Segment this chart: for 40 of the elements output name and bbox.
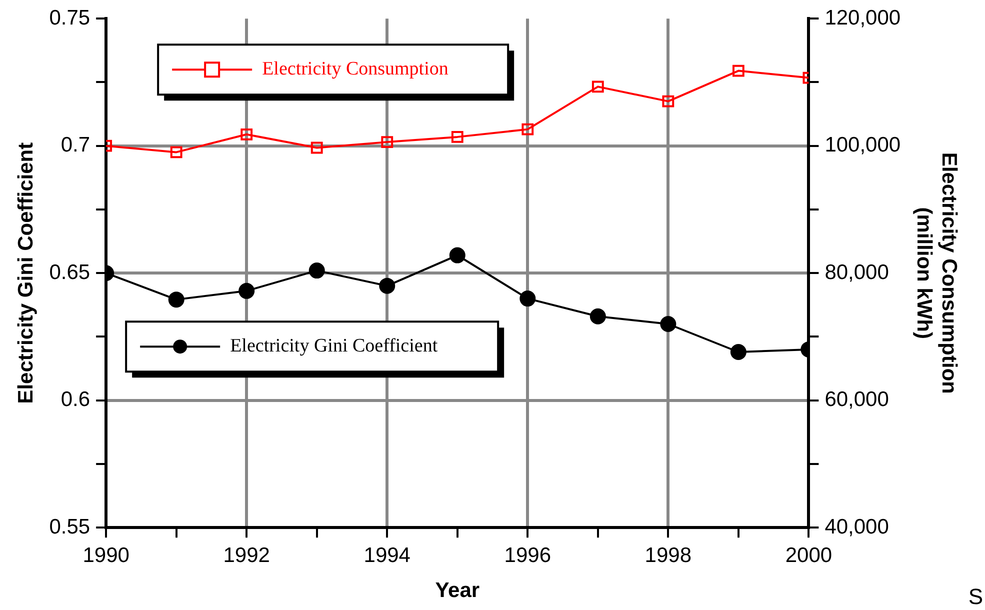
y-tick-label: 0.6	[60, 388, 90, 412]
point	[449, 247, 466, 264]
y2-axis-title: Electricity Consumption (million kWh)	[912, 152, 961, 394]
x-tick-label: 1990	[82, 544, 130, 567]
x-axis-title: Year	[435, 579, 480, 602]
point	[451, 130, 464, 143]
point	[308, 262, 325, 279]
y2-tick-label: 100,000	[824, 134, 901, 157]
point	[379, 278, 396, 294]
y-tick-label: 0.65	[49, 260, 90, 284]
point	[310, 142, 323, 154]
legend-label: Electricity Gini Coefficient	[230, 336, 438, 357]
point	[381, 136, 394, 148]
point	[590, 308, 606, 324]
point	[168, 292, 184, 308]
point	[170, 146, 182, 158]
x-tick-label: 1994	[364, 544, 411, 567]
y2-tick-label: 120,000	[824, 6, 901, 30]
x-tick-label: 1992	[223, 544, 270, 567]
x-tick-label: 1998	[644, 544, 692, 567]
text: S	[968, 584, 983, 610]
y-axis-title: Electricity Gini Coefficient	[14, 142, 38, 404]
y-tick-label: 0.55	[49, 515, 90, 538]
y-tick-label: 0.7	[60, 134, 90, 157]
point	[520, 290, 536, 307]
x-tick-label: 2000	[785, 544, 832, 567]
legend-label: Electricity Consumption	[262, 58, 449, 80]
x-tick-label: 1996	[504, 544, 551, 567]
y2-tick-label: 40,000	[824, 515, 889, 538]
point	[730, 344, 746, 360]
point	[240, 128, 253, 140]
point	[522, 123, 534, 136]
point	[660, 316, 676, 332]
point	[662, 95, 674, 108]
y2-tick-label: 60,000	[824, 388, 889, 412]
point	[592, 80, 604, 93]
point	[238, 282, 255, 299]
y2-tick-label: 80,000	[824, 260, 889, 284]
point	[732, 64, 744, 77]
y-tick-label: 0.75	[49, 6, 90, 30]
